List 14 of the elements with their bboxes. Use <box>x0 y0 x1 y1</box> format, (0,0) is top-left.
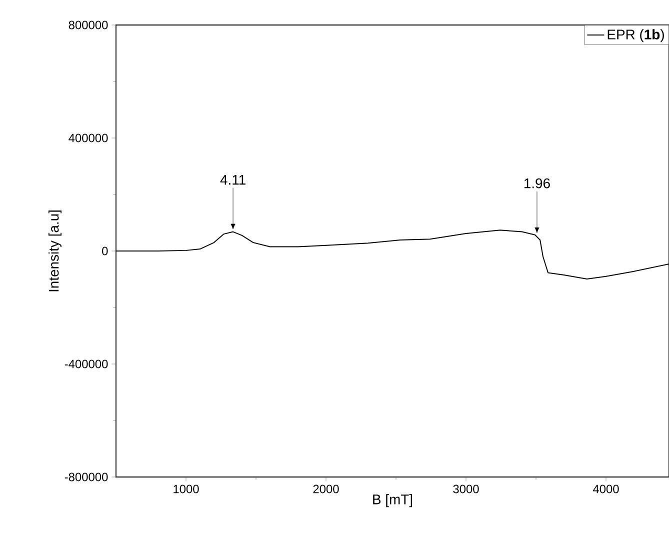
y-tick-label: 800000 <box>68 20 108 30</box>
y-tick-label: 400000 <box>68 134 108 142</box>
x-tick-label: 2000 <box>313 484 339 494</box>
annotation: 4.11 <box>220 175 246 185</box>
x-tick-label: 1000 <box>174 484 199 494</box>
y-axis-title: Intensity [a.u] <box>48 210 62 292</box>
x-axis-title: B [mT] <box>373 494 412 508</box>
y-tick-label: 0 <box>102 246 108 256</box>
x-tick-label: 3000 <box>453 484 479 494</box>
y-tick-label: -400000 <box>64 360 108 368</box>
annotation: 1.96 <box>524 178 550 188</box>
y-tick-label: -800000 <box>64 472 108 482</box>
x-tick-label: 4000 <box>592 484 619 494</box>
legend-label: EPR (1b) <box>608 29 664 42</box>
